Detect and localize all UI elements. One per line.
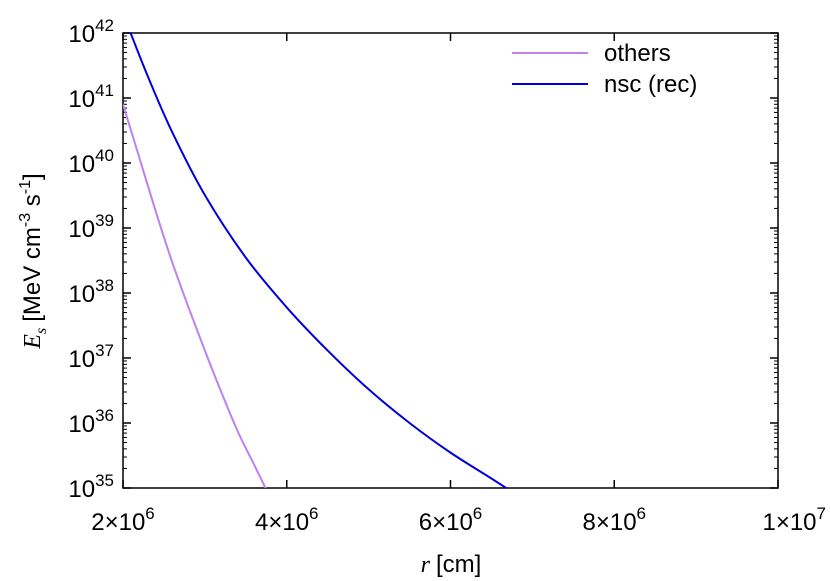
x-tick-label: 8×106 [582, 504, 646, 536]
y-tick-base: 10 [68, 216, 95, 243]
y-tick-label: 1038 [68, 276, 114, 308]
y-tick-base: 10 [68, 21, 95, 48]
x-tick-label: 6×106 [419, 504, 483, 536]
y-tick-base: 10 [68, 346, 95, 373]
y-tick-label: 1039 [68, 211, 114, 243]
x-tick-mantissa: 4×10 [255, 509, 309, 536]
legend-label: nsc (rec) [604, 71, 697, 98]
x-tick-exp: 6 [145, 504, 154, 523]
x-tick-mantissa: 8×10 [582, 509, 636, 536]
x-axis-symbol: r [421, 552, 431, 578]
y-axis-title: Es[MeV cm-3 s-1] [17, 173, 50, 349]
y-tick-base: 10 [68, 151, 95, 178]
y-tick-exp: 39 [95, 211, 114, 230]
x-axis-title: r [cm] [421, 551, 482, 578]
y-tick-exp: 36 [95, 406, 114, 425]
x-tick-exp: 7 [817, 504, 826, 523]
y-tick-label: 1037 [68, 341, 114, 373]
x-tick-label: 2×106 [91, 504, 155, 536]
x-tick-exp: 6 [309, 504, 318, 523]
y-tick-base: 10 [68, 86, 95, 113]
series-line-nsc-rec [129, 33, 509, 488]
series-layer [123, 33, 509, 488]
x-tick-mantissa: 1×10 [762, 509, 816, 536]
y-axis-unit-mid: s [19, 194, 46, 213]
y-tick-exp: 38 [95, 276, 114, 295]
y-tick-exp: 40 [95, 146, 114, 165]
y-axis-subscript: s [33, 328, 50, 334]
legend: others nsc (rec) [512, 40, 697, 98]
x-ticks: 2×106 4×106 6×106 8×106 1×107 [91, 33, 826, 536]
y-tick-base: 10 [68, 476, 95, 503]
y-tick-label: 1035 [68, 471, 114, 503]
y-tick-base: 10 [68, 411, 95, 438]
y-tick-label: 1041 [68, 81, 114, 113]
y-tick-label: 1040 [68, 146, 114, 178]
y-tick-base: 10 [68, 281, 95, 308]
x-tick-label: 1×107 [762, 504, 826, 536]
x-axis-unit: [cm] [436, 551, 481, 578]
y-tick-exp: 42 [95, 16, 114, 35]
plot-frame [122, 32, 779, 489]
y-tick-exp: 35 [95, 471, 114, 490]
x-tick-exp: 6 [473, 504, 482, 523]
y-axis-symbol: E [20, 334, 46, 350]
y-axis-unit-suffix: ] [19, 173, 46, 180]
x-tick-mantissa: 6×10 [419, 509, 473, 536]
x-tick-mantissa: 2×10 [91, 509, 145, 536]
legend-label: others [604, 40, 671, 67]
series-line-others [123, 104, 267, 488]
y-tick-label: 1036 [68, 406, 114, 438]
y-axis-unit-exp2: -1 [17, 180, 34, 194]
series-clip [123, 33, 509, 488]
y-axis-unit-prefix: [MeV cm [19, 227, 46, 322]
y-tick-exp: 41 [95, 81, 114, 100]
x-tick-exp: 6 [637, 504, 646, 523]
y-axis-unit-exp1: -3 [17, 213, 34, 227]
y-tick-label: 1042 [68, 16, 114, 48]
y-tick-exp: 37 [95, 341, 114, 360]
x-tick-label: 4×106 [255, 504, 319, 536]
